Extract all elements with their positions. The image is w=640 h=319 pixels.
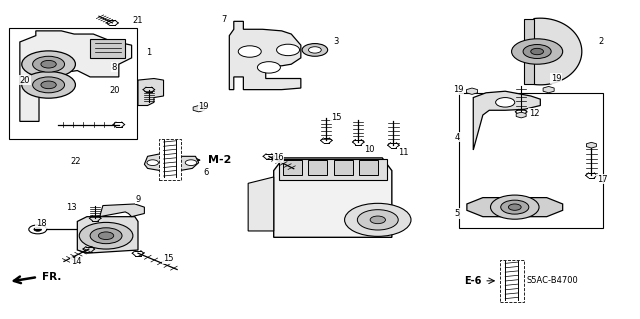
Circle shape (500, 200, 529, 214)
Text: 21: 21 (132, 16, 143, 25)
Polygon shape (467, 88, 477, 94)
Circle shape (41, 81, 56, 89)
Circle shape (357, 210, 398, 230)
Polygon shape (145, 153, 198, 171)
Polygon shape (20, 31, 132, 122)
Text: S5AC-B4700: S5AC-B4700 (527, 276, 579, 285)
Polygon shape (524, 19, 534, 85)
Bar (9, 28, 137, 139)
Circle shape (238, 46, 261, 57)
Text: 16: 16 (273, 153, 284, 162)
Text: 14: 14 (71, 257, 81, 266)
Text: 9: 9 (136, 195, 141, 204)
Bar (359, 160, 378, 175)
Polygon shape (473, 91, 540, 150)
Circle shape (33, 56, 65, 72)
Circle shape (511, 39, 563, 64)
Bar (308, 160, 327, 175)
Polygon shape (138, 78, 164, 106)
Text: 7: 7 (221, 15, 227, 24)
Polygon shape (467, 197, 563, 217)
Circle shape (490, 195, 539, 219)
Polygon shape (534, 18, 582, 85)
Text: 10: 10 (364, 145, 374, 154)
Text: 20: 20 (20, 76, 30, 85)
Text: 15: 15 (163, 254, 173, 263)
Circle shape (370, 216, 385, 224)
Text: 19: 19 (452, 85, 463, 94)
Polygon shape (586, 142, 596, 148)
Text: 20: 20 (109, 86, 120, 95)
Text: M-2: M-2 (208, 155, 232, 165)
Text: 17: 17 (597, 175, 607, 184)
Text: 12: 12 (529, 109, 539, 118)
Circle shape (22, 71, 76, 98)
Bar (159, 139, 180, 180)
Text: 19: 19 (198, 102, 209, 111)
Polygon shape (274, 158, 392, 237)
Polygon shape (193, 106, 204, 112)
Bar (460, 93, 603, 228)
Text: 18: 18 (36, 219, 46, 228)
Text: 5: 5 (454, 209, 460, 218)
Circle shape (302, 44, 328, 56)
Polygon shape (516, 112, 526, 118)
Circle shape (308, 47, 321, 53)
Circle shape (41, 60, 56, 68)
Circle shape (166, 160, 177, 166)
Text: 6: 6 (204, 168, 209, 177)
Text: 15: 15 (331, 113, 341, 122)
Text: 11: 11 (398, 148, 408, 157)
Bar (283, 160, 302, 175)
Circle shape (523, 45, 551, 58)
Circle shape (79, 222, 133, 249)
Circle shape (185, 160, 196, 166)
Bar (500, 260, 524, 302)
Circle shape (531, 48, 543, 55)
Circle shape (257, 62, 280, 73)
Circle shape (508, 204, 521, 210)
Circle shape (33, 77, 65, 93)
Polygon shape (77, 217, 138, 253)
Bar (279, 159, 387, 180)
Circle shape (344, 203, 411, 236)
Circle shape (99, 232, 114, 240)
Circle shape (495, 98, 515, 107)
Text: 13: 13 (66, 203, 76, 211)
Text: 4: 4 (454, 133, 460, 142)
Text: 22: 22 (71, 157, 81, 166)
Text: 2: 2 (598, 38, 604, 47)
Polygon shape (543, 86, 554, 93)
Polygon shape (248, 177, 274, 231)
Text: E-6: E-6 (464, 276, 481, 286)
Polygon shape (100, 204, 145, 217)
Text: 8: 8 (111, 63, 117, 72)
Circle shape (22, 51, 76, 78)
Circle shape (90, 228, 122, 244)
Bar (90, 39, 125, 58)
Circle shape (34, 227, 42, 231)
Circle shape (29, 225, 47, 234)
Text: 1: 1 (146, 48, 152, 57)
Text: 3: 3 (333, 38, 339, 47)
Circle shape (147, 160, 159, 166)
Polygon shape (229, 21, 301, 90)
Circle shape (276, 44, 300, 56)
Text: FR.: FR. (42, 272, 61, 282)
Text: 19: 19 (551, 74, 561, 83)
Bar (333, 160, 353, 175)
